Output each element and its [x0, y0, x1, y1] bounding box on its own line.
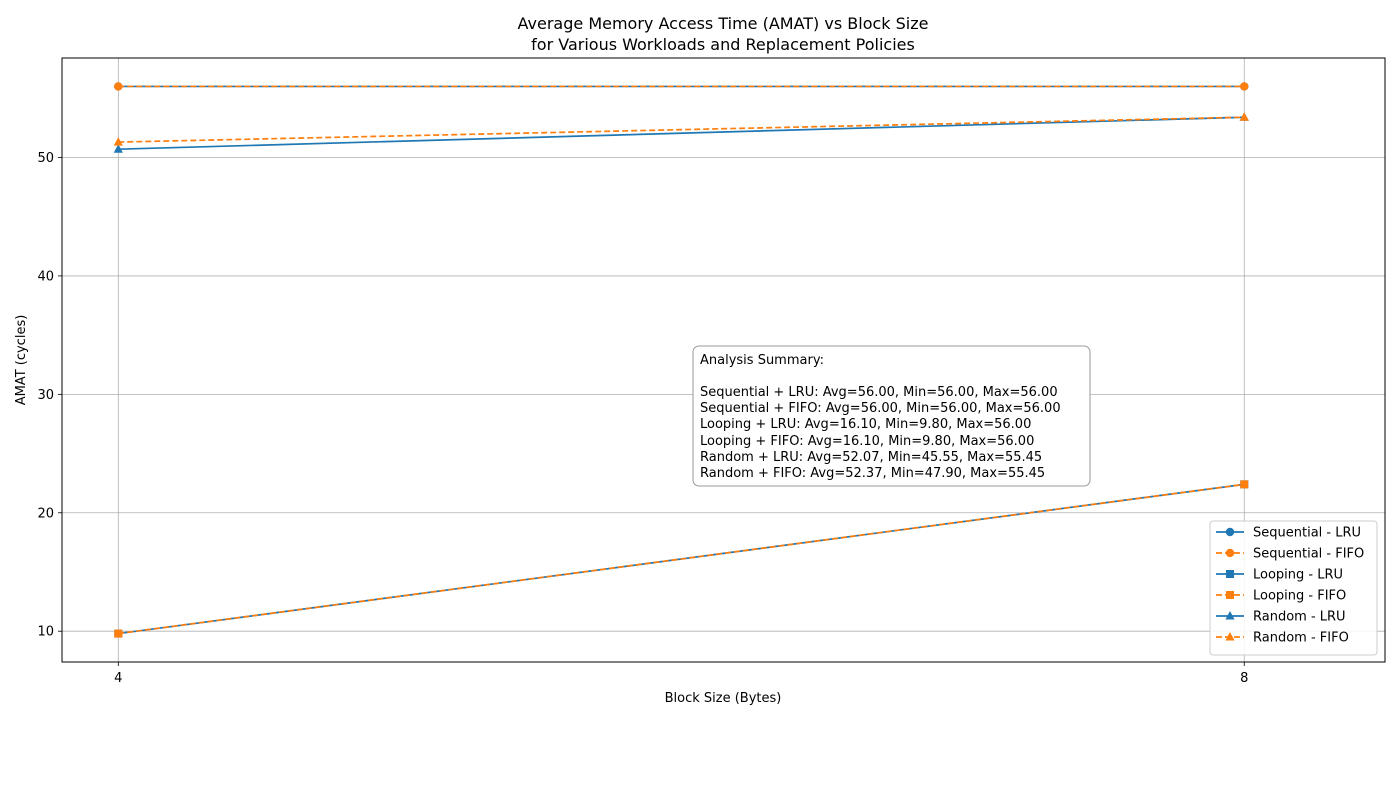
y-tick-label: 30 — [37, 388, 54, 403]
legend-swatch-marker — [1225, 548, 1235, 558]
legend-swatch-marker — [1225, 632, 1235, 641]
legend: Sequential - LRU Sequential - FIFO Looping… — [1209, 520, 1378, 656]
legend-label: Random - LRU — [1253, 610, 1346, 625]
y-axis-label: AMAT (cycles) — [14, 315, 29, 406]
legend-label: Sequential - LRU — [1253, 526, 1361, 541]
series-lines — [113, 82, 1249, 638]
analysis-summary-line: Sequential + LRU: Avg=56.00, Min=56.00, … — [700, 385, 1058, 400]
legend-label: Looping - FIFO — [1253, 589, 1346, 604]
analysis-summary-box: Analysis Summary: Sequential + LRU: Avg=… — [692, 345, 1091, 487]
y-tick-label: 40 — [37, 269, 54, 284]
series-line — [118, 116, 1245, 151]
data-point — [1240, 82, 1249, 91]
data-point — [114, 82, 123, 91]
data-point — [113, 144, 123, 153]
legend-label: Random - FIFO — [1253, 631, 1349, 646]
analysis-summary-line: Sequential + FIFO: Avg=56.00, Min=56.00,… — [700, 401, 1061, 416]
legend-frame — [1209, 520, 1378, 656]
series-line — [118, 483, 1245, 635]
data-point — [113, 137, 123, 146]
legend-swatch-marker — [1226, 570, 1234, 578]
x-axis-label: Block Size (Bytes) — [665, 691, 782, 706]
legend-label: Looping - LRU — [1253, 568, 1343, 583]
legend-swatch-marker — [1226, 591, 1234, 599]
legend-swatch-marker — [1225, 611, 1235, 620]
x-tick-label: 4 — [114, 671, 122, 686]
analysis-summary-line: Random + LRU: Avg=52.07, Min=45.55, Max=… — [700, 450, 1042, 465]
data-point — [1239, 112, 1249, 121]
analysis-summary-line: Looping + FIFO: Avg=16.10, Min=9.80, Max… — [700, 434, 1034, 449]
legend-swatch-marker — [1225, 527, 1235, 537]
analysis-summary-line: Looping + LRU: Avg=16.10, Min=9.80, Max=… — [700, 417, 1031, 432]
chart-title-line-2: for Various Workloads and Replacement Po… — [531, 35, 915, 54]
legend-label: Sequential - FIFO — [1253, 547, 1364, 562]
analysis-summary-line: Random + FIFO: Avg=52.37, Min=47.90, Max… — [700, 466, 1045, 481]
chart-title-line-1: Average Memory Access Time (AMAT) vs Blo… — [518, 14, 929, 33]
y-tick-label: 20 — [37, 506, 54, 521]
series-line — [118, 116, 1245, 143]
y-tick-label: 10 — [37, 625, 54, 640]
data-point — [114, 629, 123, 638]
analysis-summary-frame — [692, 345, 1091, 487]
y-tick-label: 50 — [37, 151, 54, 166]
x-tick-label: 8 — [1240, 671, 1248, 686]
plot-area-frame — [61, 57, 1386, 663]
analysis-summary-header: Analysis Summary: — [700, 353, 824, 368]
data-point — [1240, 480, 1249, 489]
axis-ticks: 4 8 10 20 30 40 50 — [37, 151, 1248, 686]
